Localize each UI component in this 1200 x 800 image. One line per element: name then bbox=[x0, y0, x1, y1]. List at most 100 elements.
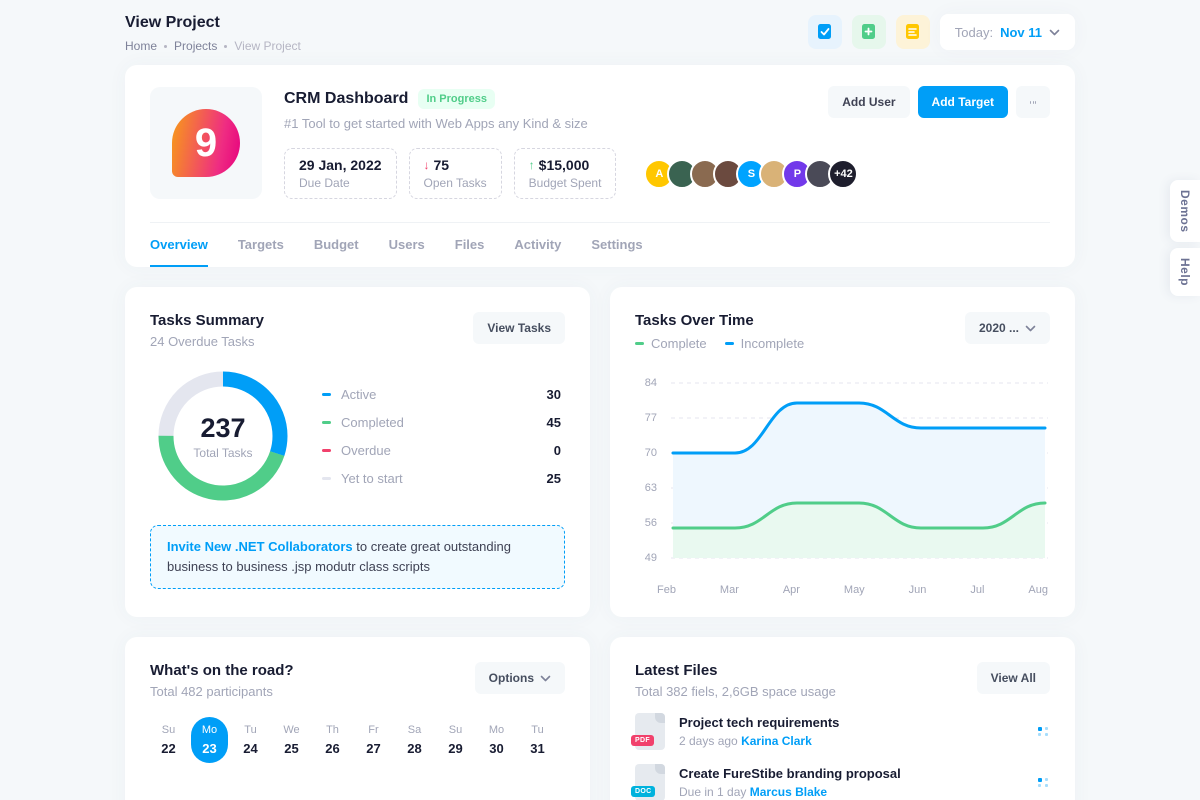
file-check-icon[interactable] bbox=[807, 15, 842, 49]
project-stats: 29 Jan, 2022 Due Date ↓ 75 Open Tasks ↑ $1… bbox=[284, 148, 859, 199]
calendar-day[interactable]: Th 26 bbox=[325, 724, 340, 756]
invite-banner: Invite New .NET Collaborators to create … bbox=[150, 525, 565, 590]
pdf-file-icon: PDF bbox=[631, 713, 665, 750]
year-filter-dropdown[interactable]: 2020 ... bbox=[964, 312, 1050, 344]
stat-open-tasks-value: 75 bbox=[433, 157, 450, 173]
tasks-over-time-card: Tasks Over Time Complete Incomplete 2020… bbox=[610, 287, 1075, 617]
legend-completed: Completed 45 bbox=[322, 415, 561, 430]
legend-complete-label: Complete bbox=[651, 336, 707, 351]
project-main: 9 CRM Dashboard In Progress #1 Tool to g… bbox=[125, 65, 1075, 222]
year-filter-value: 2020 ... bbox=[978, 321, 1019, 335]
legend-active-swatch bbox=[322, 392, 331, 396]
calendar-day[interactable]: Mo 30 bbox=[488, 724, 505, 756]
view-tasks-button[interactable]: View Tasks bbox=[473, 312, 565, 344]
file-meta: 2 days ago bbox=[679, 734, 738, 748]
tasks-over-time-title: Tasks Over Time bbox=[635, 312, 754, 329]
breadcrumb-home[interactable]: Home bbox=[125, 39, 158, 53]
calendar-day[interactable]: Fr 27 bbox=[366, 724, 381, 756]
file-actions-icon[interactable] bbox=[1038, 778, 1050, 787]
options-label: Options bbox=[488, 671, 534, 685]
tab-settings[interactable]: Settings bbox=[591, 236, 643, 252]
legend-overdue-value: 0 bbox=[553, 442, 561, 458]
legend-complete-swatch bbox=[635, 342, 644, 345]
project-name: CRM Dashboard bbox=[284, 90, 409, 107]
y-tick: 56 bbox=[644, 517, 657, 529]
legend-active: Active 30 bbox=[322, 387, 561, 402]
latest-files-subtitle: Total 382 fiels, 2,6GB space usage bbox=[635, 684, 836, 699]
tab-budget[interactable]: Budget bbox=[313, 236, 359, 252]
calendar-day[interactable]: Su 29 bbox=[448, 724, 463, 756]
legend-completed-swatch bbox=[322, 420, 331, 424]
calendar-day[interactable]: Tu 24 bbox=[243, 724, 258, 756]
project-logo-glyph: 9 bbox=[172, 109, 240, 177]
file-lines-icon[interactable] bbox=[895, 15, 930, 49]
x-tick: Jun bbox=[908, 584, 927, 596]
tasks-donut-chart: 237 Total Tasks bbox=[150, 363, 296, 509]
today-value: Nov 11 bbox=[1000, 24, 1042, 40]
help-side-tab[interactable]: Help bbox=[1170, 248, 1200, 296]
more-options-button[interactable] bbox=[1016, 86, 1050, 118]
date-filter-dropdown[interactable]: Today: Nov 11 bbox=[939, 14, 1075, 50]
avatar-more-count[interactable]: +42 bbox=[828, 158, 859, 189]
project-description: #1 Tool to get started with Web Apps any… bbox=[284, 116, 588, 131]
demos-side-tab[interactable]: Demos bbox=[1170, 180, 1200, 242]
topbar-right: Today: Nov 11 bbox=[807, 14, 1075, 50]
file-actions-icon[interactable] bbox=[1038, 727, 1050, 736]
legend-incomplete-swatch bbox=[724, 342, 734, 345]
page-title: View Project bbox=[125, 14, 220, 31]
tab-targets[interactable]: Targets bbox=[237, 236, 284, 252]
today-label: Today: bbox=[954, 24, 994, 40]
breadcrumb-separator bbox=[224, 44, 228, 48]
legend-active-value: 30 bbox=[546, 386, 561, 402]
legend-completed-value: 45 bbox=[546, 414, 561, 430]
topbar: View Project Home Projects View Project … bbox=[125, 14, 1075, 53]
stat-open-tasks: ↓ 75 Open Tasks bbox=[408, 148, 502, 199]
tab-users[interactable]: Users bbox=[388, 236, 425, 252]
x-tick: Apr bbox=[782, 584, 800, 596]
file-row: PDF Project tech requirements 2 days ago… bbox=[631, 713, 1050, 750]
doc-badge: DOC bbox=[631, 786, 656, 797]
breadcrumb-separator bbox=[164, 44, 168, 48]
file-title: Create FureStibe branding proposal bbox=[679, 766, 901, 781]
doc-file-icon: DOC bbox=[631, 764, 665, 800]
chevron-down-icon bbox=[1049, 29, 1060, 35]
stat-open-tasks-label: Open Tasks bbox=[423, 176, 487, 190]
x-tick: Aug bbox=[1028, 584, 1048, 596]
tab-activity[interactable]: Activity bbox=[514, 236, 562, 252]
project-card: 9 CRM Dashboard In Progress #1 Tool to g… bbox=[125, 65, 1075, 267]
add-user-button[interactable]: Add User bbox=[828, 86, 910, 118]
tab-overview[interactable]: Overview bbox=[150, 223, 208, 267]
y-tick: 77 bbox=[644, 412, 657, 424]
view-all-button[interactable]: View All bbox=[976, 662, 1050, 694]
calendar-day[interactable]: Su 22 bbox=[161, 724, 176, 756]
stat-due-date-label: Due Date bbox=[299, 176, 350, 190]
legend-overdue-swatch bbox=[322, 448, 331, 452]
project-info: CRM Dashboard In Progress #1 Tool to get… bbox=[284, 87, 859, 222]
stat-due-date-value: 29 Jan, 2022 bbox=[299, 157, 382, 173]
legend-overdue: Overdue 0 bbox=[322, 443, 561, 458]
calendar-day[interactable]: Sa 28 bbox=[407, 724, 422, 756]
add-target-button[interactable]: Add Target bbox=[917, 86, 1008, 118]
invite-collaborators-link[interactable]: Invite New .NET Collaborators bbox=[167, 539, 353, 554]
options-dropdown[interactable]: Options bbox=[474, 662, 565, 694]
breadcrumb-projects[interactable]: Projects bbox=[174, 39, 218, 53]
y-tick: 49 bbox=[644, 552, 657, 564]
avatar-group: A S P +42 bbox=[644, 158, 859, 189]
stat-due-date: 29 Jan, 2022 Due Date bbox=[284, 148, 397, 199]
file-author-link[interactable]: Karina Clark bbox=[741, 734, 812, 748]
file-meta: Due in 1 day bbox=[679, 785, 747, 799]
file-row: DOC Create FureStibe branding proposal D… bbox=[631, 764, 1050, 800]
tab-files[interactable]: Files bbox=[454, 236, 485, 252]
file-plus-icon[interactable] bbox=[851, 15, 886, 49]
tasks-summary-subtitle: 24 Overdue Tasks bbox=[150, 334, 255, 349]
chevron-down-icon bbox=[1025, 325, 1036, 331]
calendar-day[interactable]: We 25 bbox=[283, 724, 300, 756]
legend-completed-label: Completed bbox=[341, 414, 404, 430]
calendar-day[interactable]: Tu 31 bbox=[530, 724, 545, 756]
calendar-day-selected[interactable]: Mo 23 bbox=[191, 717, 228, 763]
stat-budget-spent-label: Budget Spent bbox=[528, 176, 602, 190]
file-author-link[interactable]: Marcus Blake bbox=[749, 785, 828, 799]
x-tick: Mar bbox=[719, 584, 739, 596]
project-logo: 9 bbox=[150, 87, 262, 199]
